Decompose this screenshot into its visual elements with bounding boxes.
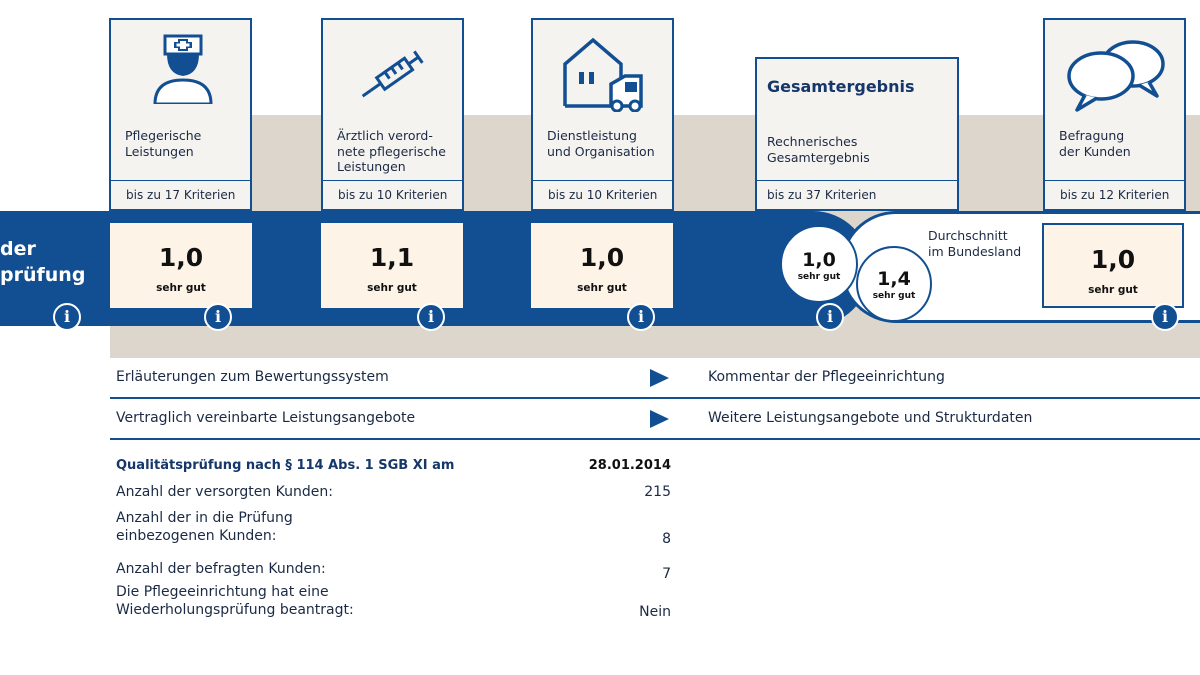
criteria-count: bis zu 17 Kriterien — [111, 180, 250, 209]
category-title-line: Leistungen — [337, 159, 406, 174]
grade-value: 1,0 — [579, 243, 625, 272]
state-average-circle: 1,4 sehr gut — [856, 246, 932, 322]
category-card-nursing: Pflegerische Leistungen bis zu 17 Kriter… — [109, 18, 252, 211]
inspection-label: Qualitätsprüfung nach § 114 Abs. 1 SGB X… — [116, 458, 455, 473]
grade-label: sehr gut — [1088, 284, 1138, 296]
details-value: 8 — [662, 531, 671, 547]
category-title: Ärztlich verord- nete pflegerische Leist… — [337, 128, 446, 175]
category-title-line: Dienstleistung — [547, 128, 637, 143]
category-card-survey: Befragung der Kunden bis zu 12 Kriterien — [1043, 18, 1186, 211]
grade-label: sehr gut — [797, 272, 841, 282]
grade-label: sehr gut — [156, 282, 206, 294]
syringe-icon — [361, 50, 424, 98]
category-title-line: Pflegerische — [125, 128, 202, 143]
category-card-medical: Ärztlich verord- nete pflegerische Leist… — [321, 18, 464, 211]
criteria-count: bis zu 10 Kriterien — [323, 180, 462, 209]
category-title: Pflegerische Leistungen — [125, 128, 201, 159]
details-label: Wiederholungsprüfung beantragt: — [116, 602, 354, 618]
info-icon[interactable]: i — [816, 303, 844, 331]
category-title-line: Ärztlich verord- — [337, 128, 433, 143]
play-arrow-icon[interactable] — [650, 369, 669, 387]
details-label: Anzahl der befragten Kunden: — [116, 561, 326, 577]
criteria-count: bis zu 12 Kriterien — [1045, 180, 1184, 209]
link-rating-system[interactable]: Erläuterungen zum Bewertungssystem — [116, 369, 389, 385]
inspection-date: 28.01.2014 — [588, 458, 671, 473]
overall-subtitle-line: Gesamtergebnis — [767, 149, 870, 165]
overall-subtitle: Rechnerisches Gesamtergebnis — [767, 134, 870, 165]
overall-result-card: Gesamtergebnis Rechnerisches Gesamtergeb… — [755, 57, 959, 211]
criteria-count: bis zu 37 Kriterien — [757, 180, 957, 209]
details-label: Anzahl der in die Prüfung — [116, 510, 293, 526]
overall-subtitle-line: Rechnerisches — [767, 134, 858, 149]
speech-bubbles-icon — [1067, 40, 1165, 112]
info-icon[interactable]: i — [627, 303, 655, 331]
info-icon[interactable]: i — [417, 303, 445, 331]
band-label-line2: prüfung — [0, 264, 86, 286]
grade-box-medical: 1,1 sehr gut — [321, 223, 463, 308]
grade-label: sehr gut — [367, 282, 417, 294]
link-further-services[interactable]: Weitere Leistungsangebote und Strukturda… — [708, 410, 1033, 426]
grade-value: 1,0 — [1090, 245, 1136, 274]
category-title: Befragung der Kunden — [1059, 128, 1131, 159]
details-label: Die Pflegeeinrichtung hat eine — [116, 584, 329, 600]
band-label-line1: der — [0, 238, 36, 260]
info-icon[interactable]: i — [204, 303, 232, 331]
details-label: Anzahl der versorgten Kunden: — [116, 484, 333, 500]
details-value: 215 — [644, 484, 671, 500]
state-average-label-line: im Bundesland — [928, 243, 1022, 259]
state-average-label-line: Durchschnitt — [928, 228, 1008, 243]
category-title-line: und Organisation — [547, 143, 655, 159]
category-title-line: nete pflegerische — [337, 143, 446, 159]
criteria-count: bis zu 10 Kriterien — [533, 180, 672, 209]
state-average-label: Durchschnitt im Bundesland — [928, 228, 1021, 259]
grade-value: 1,0 — [158, 243, 204, 272]
grade-label: sehr gut — [872, 291, 916, 301]
details-value: 7 — [662, 566, 671, 582]
grade-box-service: 1,0 sehr gut — [531, 223, 673, 308]
grade-value: 1,0 — [802, 249, 836, 271]
nurse-icon — [153, 34, 213, 104]
grade-box-nursing: 1,0 sehr gut — [110, 223, 252, 308]
link-row: Erläuterungen zum Bewertungssystem Komme… — [110, 358, 1200, 399]
overall-title: Gesamtergebnis — [767, 77, 915, 96]
grade-label: sehr gut — [577, 282, 627, 294]
band-label: der prüfung — [0, 236, 85, 288]
info-icon[interactable]: i — [53, 303, 81, 331]
link-facility-comment[interactable]: Kommentar der Pflegeeinrichtung — [708, 369, 945, 385]
category-title: Dienstleistung und Organisation — [547, 128, 655, 159]
grade-value: 1,1 — [369, 243, 415, 272]
house-vehicle-icon — [563, 37, 643, 112]
category-title-line: der Kunden — [1059, 143, 1131, 159]
grade-value: 1,4 — [877, 268, 911, 290]
link-row: Vertraglich vereinbarte Leistungsangebot… — [110, 399, 1200, 440]
category-card-service: Dienstleistung und Organisation bis zu 1… — [531, 18, 674, 211]
play-arrow-icon[interactable] — [650, 410, 669, 428]
link-contracted-services[interactable]: Vertraglich vereinbarte Leistungsangebot… — [116, 410, 416, 426]
category-title-line: Befragung — [1059, 128, 1125, 143]
details-label: einbezogenen Kunden: — [116, 528, 277, 544]
overall-grade-circle: 1,0 sehr gut — [780, 225, 858, 303]
category-title-line: Leistungen — [125, 143, 194, 159]
details-value: Nein — [639, 604, 671, 620]
info-icon[interactable]: i — [1151, 303, 1179, 331]
grade-box-survey: 1,0 sehr gut — [1042, 223, 1184, 308]
